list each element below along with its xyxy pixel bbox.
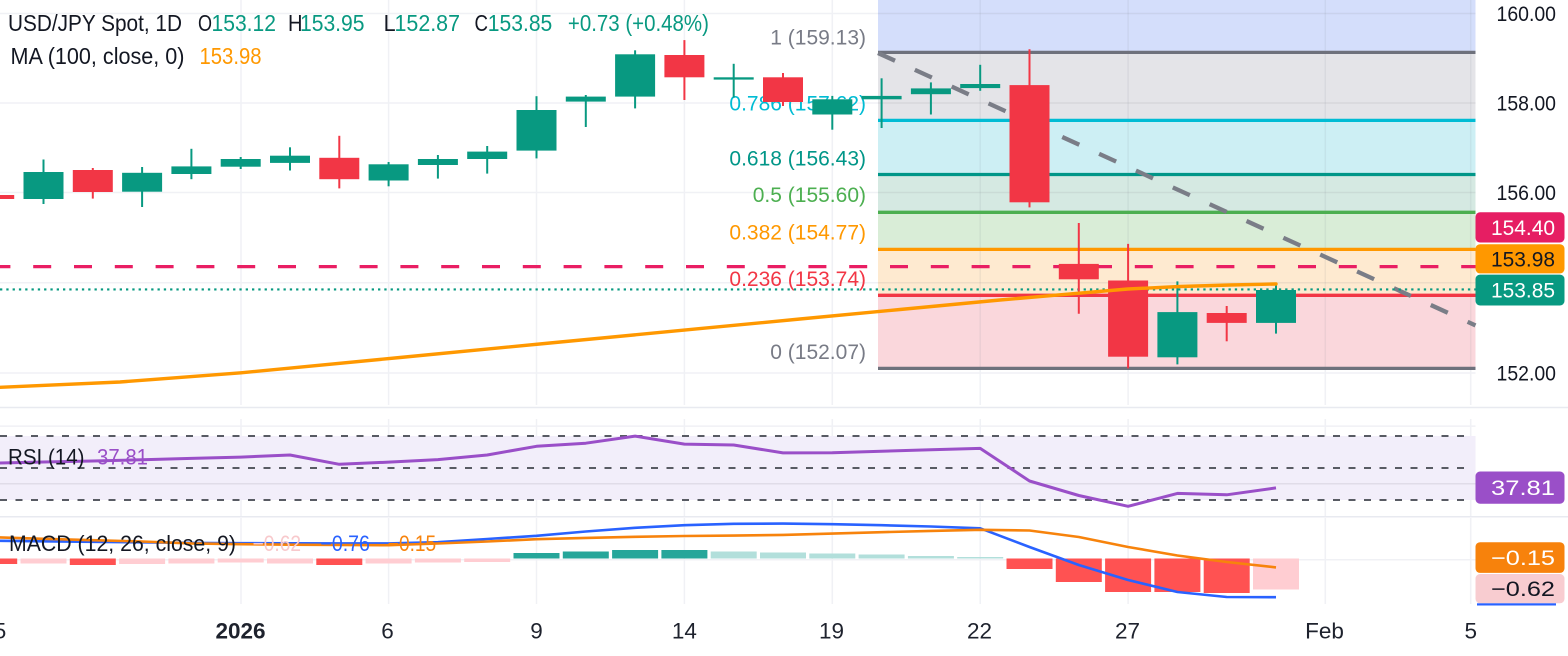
svg-text:L: L <box>384 10 396 36</box>
svg-text:0.618 (156.43): 0.618 (156.43) <box>729 148 866 171</box>
svg-text:153.85: 153.85 <box>1491 280 1555 303</box>
svg-text:0.382 (154.77): 0.382 (154.77) <box>729 222 866 245</box>
svg-text:RSI (14): RSI (14) <box>8 445 85 470</box>
svg-text:19: 19 <box>819 618 844 643</box>
svg-text:O: O <box>198 10 212 36</box>
svg-text:153.98: 153.98 <box>1491 248 1555 271</box>
svg-text:152.87: 152.87 <box>395 10 461 36</box>
svg-text:MACD (12, 26, close, 9): MACD (12, 26, close, 9) <box>9 531 236 556</box>
svg-text:37.81: 37.81 <box>97 445 148 470</box>
svg-text:MA (100, close, 0): MA (100, close, 0) <box>11 43 185 69</box>
svg-text:153.98: 153.98 <box>200 43 262 69</box>
svg-text:−0.62: −0.62 <box>1491 578 1555 601</box>
svg-text:2026: 2026 <box>215 618 265 643</box>
svg-text:5: 5 <box>0 618 6 643</box>
svg-text:H: H <box>288 10 303 36</box>
svg-text:−0.15: −0.15 <box>1491 547 1555 570</box>
svg-text:37.81: 37.81 <box>1491 477 1555 500</box>
svg-text:5: 5 <box>1464 618 1477 643</box>
svg-text:Feb: Feb <box>1305 618 1344 643</box>
svg-text:−0.62: −0.62 <box>253 531 301 556</box>
svg-text:153.85: 153.85 <box>488 10 553 36</box>
svg-text:22: 22 <box>967 618 992 643</box>
svg-text:6: 6 <box>381 618 394 643</box>
svg-text:0.5 (155.60): 0.5 (155.60) <box>753 184 866 207</box>
svg-text:9: 9 <box>530 618 543 643</box>
svg-text:C: C <box>475 10 489 36</box>
svg-text:154.40: 154.40 <box>1491 217 1555 240</box>
svg-text:USD/JPY Spot, 1D: USD/JPY Spot, 1D <box>8 10 182 36</box>
svg-text:+0.73 (+0.48%): +0.73 (+0.48%) <box>568 10 709 36</box>
svg-text:1 (159.13): 1 (159.13) <box>770 27 866 50</box>
svg-text:27: 27 <box>1115 618 1140 643</box>
svg-text:160.00: 160.00 <box>1497 3 1557 26</box>
svg-text:153.12: 153.12 <box>212 10 277 36</box>
svg-text:156.00: 156.00 <box>1497 182 1557 205</box>
svg-text:0.236 (153.74): 0.236 (153.74) <box>729 268 866 291</box>
svg-text:0 (152.07): 0 (152.07) <box>770 341 866 364</box>
svg-text:14: 14 <box>672 618 697 643</box>
svg-text:158.00: 158.00 <box>1497 93 1557 116</box>
svg-text:−0.15: −0.15 <box>388 531 436 556</box>
svg-text:−0.76: −0.76 <box>320 531 370 556</box>
svg-text:153.95: 153.95 <box>300 10 365 36</box>
svg-text:152.00: 152.00 <box>1497 363 1557 386</box>
